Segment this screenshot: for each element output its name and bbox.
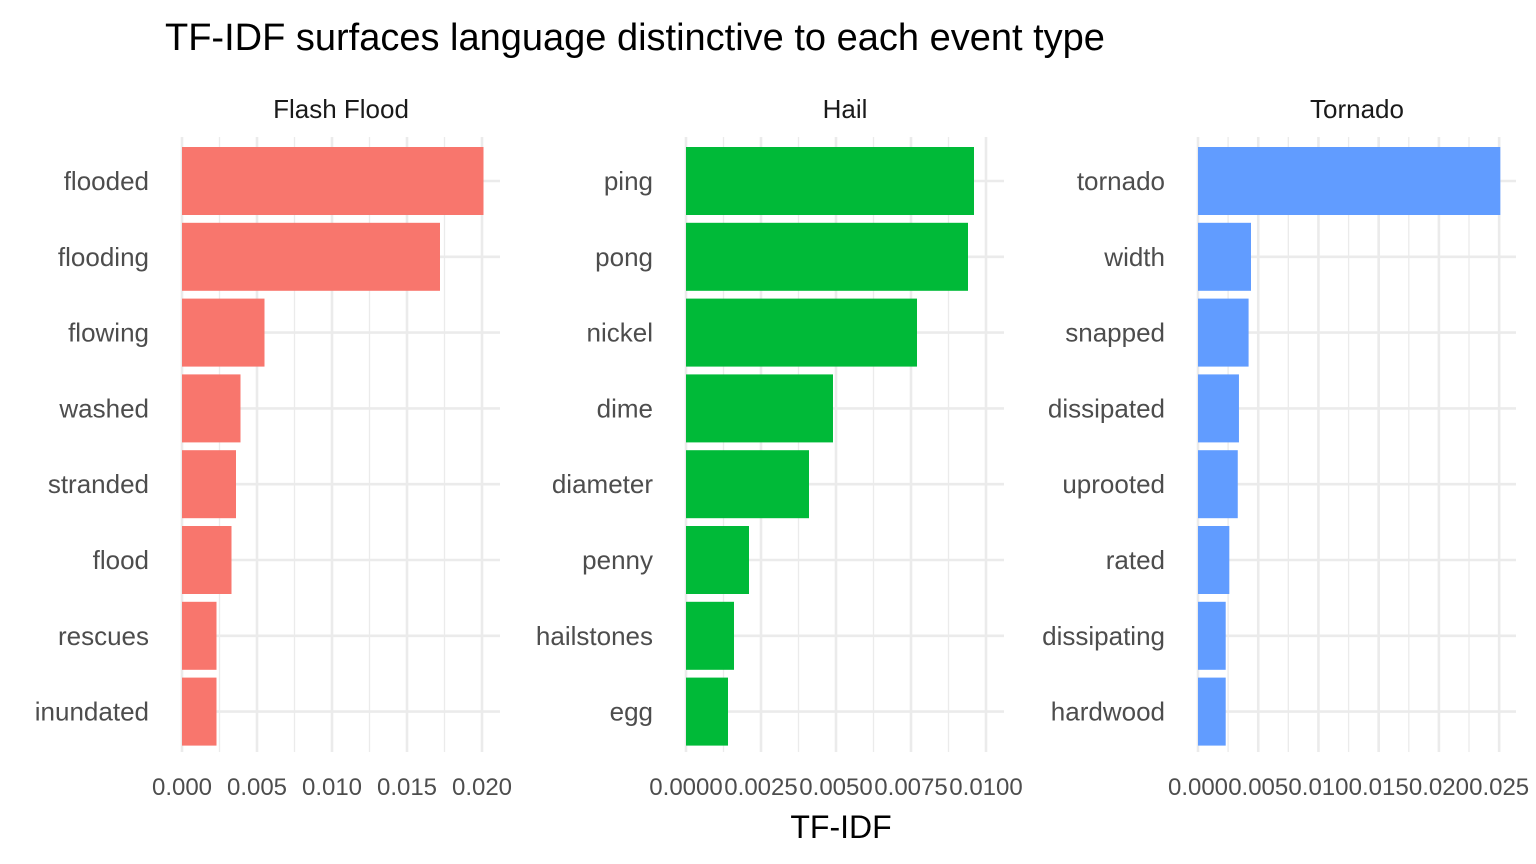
y-tick-label: snapped [1065,318,1165,348]
y-tick-label: dissipating [1042,621,1165,651]
y-tick-label: ping [604,166,653,196]
x-tick-label: 0.0100 [949,774,1022,801]
bar-width [1198,222,1251,291]
y-tick-label: washed [58,393,149,423]
bar-penny [686,526,749,594]
y-tick-label: rated [1106,545,1165,575]
y-tick-label: width [1103,242,1165,272]
bar-stranded [182,450,236,519]
x-tick-label: 0.000 [1168,774,1228,801]
y-tick-label: flooded [64,166,149,196]
y-tick-label: diameter [552,469,653,499]
y-tick-label: rescues [58,621,149,651]
x-tick-label: 0.020 [1409,774,1469,801]
y-tick-label: flood [93,545,149,575]
bar-inundated [182,677,217,746]
x-tick-label: 0.025 [1469,774,1529,801]
bar-dissipated [1198,374,1239,443]
y-tick-label: flowing [68,318,149,348]
y-tick-label: pong [595,242,653,272]
y-tick-label: dissipated [1048,393,1165,423]
y-tick-label: stranded [48,469,149,499]
facet-strip-label: Hail [823,94,868,124]
bar-dissipating [1198,601,1226,670]
x-tick-label: 0.005 [1228,774,1288,801]
y-tick-label: flooding [58,242,149,272]
x-tick-label: 0.010 [302,774,362,801]
y-tick-label: uprooted [1062,469,1165,499]
y-tick-label: dime [597,393,653,423]
x-tick-label: 0.010 [1288,774,1348,801]
bar-flooded [182,147,484,215]
panel-2: tornado width snapped dissipated uprooted rat… [1042,94,1529,801]
bar-flowing [182,298,265,367]
bar-washed [182,374,241,443]
bar-tornado [1198,147,1501,215]
bar-flooding [182,222,440,291]
x-tick-label: 0.0050 [799,774,872,801]
bar-rescues [182,601,217,670]
y-tick-label: tornado [1077,166,1165,196]
x-tick-label: 0.015 [377,774,437,801]
y-tick-label: inundated [35,697,149,727]
panel-1: ping pong nickel dime diameter penny hailstone… [536,94,1023,801]
bar-hardwood [1198,677,1226,746]
y-tick-label: hailstones [536,621,653,651]
x-tick-label: 0.015 [1349,774,1409,801]
bar-hailstones [686,601,734,670]
y-tick-label: nickel [587,318,653,348]
bar-ping [686,147,974,215]
bar-pong [686,222,968,291]
facet-strip-label: Tornado [1310,94,1404,124]
y-tick-label: egg [610,697,653,727]
bar-rated [1198,526,1230,594]
facet-strip-label: Flash Flood [273,94,409,124]
x-tick-label: 0.000 [152,774,212,801]
x-tick-label: 0.005 [227,774,287,801]
chart-title: TF-IDF surfaces language distinctive to … [165,17,1105,59]
x-tick-label: 0.020 [452,774,512,801]
bar-snapped [1198,298,1249,367]
x-tick-label: 0.0025 [724,774,797,801]
y-tick-label: penny [582,545,653,575]
bar-flood [182,526,232,594]
panel-0: flooded flooding flowing washed stranded floo… [35,94,512,801]
x-axis-label: TF-IDF [790,809,891,845]
facet-panels: flooded flooding flowing washed stranded floo… [35,94,1529,801]
bar-egg [686,677,728,746]
bar-dime [686,374,833,443]
bar-nickel [686,298,917,367]
bar-uprooted [1198,450,1238,519]
x-tick-label: 0.0075 [874,774,947,801]
x-tick-label: 0.0000 [649,774,722,801]
bar-diameter [686,450,809,519]
y-tick-label: hardwood [1051,697,1165,727]
